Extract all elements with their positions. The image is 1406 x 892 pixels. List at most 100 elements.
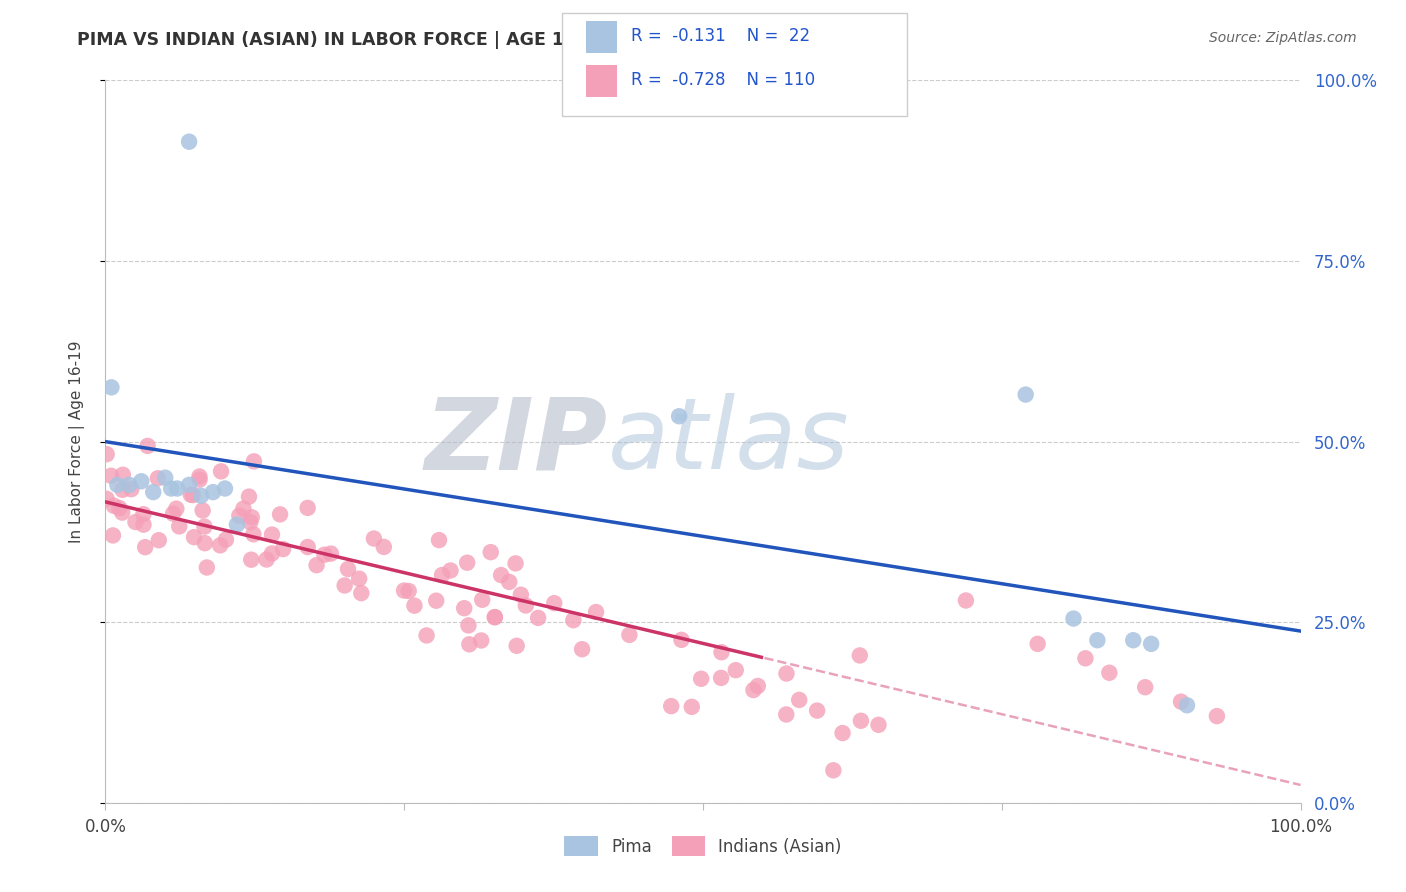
- Point: [165, 501, 187, 516]
- Point: [619, 628, 641, 642]
- Point: [124, 515, 146, 529]
- Point: [153, 470, 177, 484]
- Point: [681, 699, 703, 714]
- Point: [111, 467, 134, 482]
- Text: PIMA VS INDIAN (ASIAN) IN LABOR FORCE | AGE 16-19 CORRELATION CHART: PIMA VS INDIAN (ASIAN) IN LABOR FORCE | …: [77, 31, 823, 49]
- Point: [100, 380, 122, 394]
- Point: [453, 601, 475, 615]
- Point: [562, 613, 585, 627]
- Point: [747, 679, 769, 693]
- Point: [350, 586, 373, 600]
- Point: [1175, 698, 1198, 713]
- Point: [193, 519, 215, 533]
- Point: [240, 510, 263, 524]
- Point: [571, 642, 593, 657]
- Point: [107, 478, 129, 492]
- Legend: Pima, Indians (Asian): Pima, Indians (Asian): [558, 830, 848, 863]
- Point: [710, 671, 733, 685]
- Point: [1085, 633, 1108, 648]
- Point: [1074, 651, 1097, 665]
- Point: [260, 546, 283, 560]
- Point: [202, 485, 225, 500]
- Point: [849, 648, 872, 663]
- Point: [167, 519, 190, 533]
- Point: [195, 560, 218, 574]
- Point: [742, 683, 765, 698]
- Point: [509, 588, 531, 602]
- Point: [347, 572, 370, 586]
- Point: [111, 483, 134, 497]
- Point: [373, 540, 395, 554]
- Point: [775, 666, 797, 681]
- Point: [96, 491, 118, 506]
- Point: [103, 499, 125, 513]
- Point: [456, 556, 478, 570]
- Point: [1063, 611, 1085, 625]
- Point: [427, 533, 450, 547]
- Point: [101, 528, 124, 542]
- Point: [239, 515, 262, 529]
- Point: [404, 599, 426, 613]
- Point: [527, 611, 550, 625]
- Point: [162, 507, 184, 521]
- Point: [337, 562, 360, 576]
- Point: [806, 704, 828, 718]
- Point: [190, 489, 212, 503]
- Point: [470, 633, 492, 648]
- Point: [425, 593, 447, 607]
- Point: [120, 482, 142, 496]
- Point: [1122, 633, 1144, 648]
- Point: [188, 469, 211, 483]
- Point: [209, 538, 232, 552]
- Point: [238, 490, 260, 504]
- Point: [439, 564, 461, 578]
- Point: [166, 482, 188, 496]
- Point: [849, 714, 872, 728]
- Point: [710, 645, 733, 659]
- Point: [1014, 387, 1036, 401]
- Point: [225, 517, 249, 532]
- Point: [479, 545, 502, 559]
- Point: [160, 482, 183, 496]
- Point: [243, 454, 266, 468]
- Point: [1133, 680, 1156, 694]
- Point: [215, 533, 238, 547]
- Point: [118, 478, 141, 492]
- Point: [823, 764, 845, 778]
- Point: [1206, 709, 1229, 723]
- Point: [108, 501, 131, 516]
- Point: [297, 540, 319, 554]
- Point: [775, 707, 797, 722]
- Point: [271, 542, 294, 557]
- Point: [430, 568, 453, 582]
- Point: [129, 475, 153, 489]
- Point: [585, 605, 607, 619]
- Text: R =  -0.728    N = 110: R = -0.728 N = 110: [631, 71, 815, 89]
- Point: [724, 663, 747, 677]
- Point: [260, 527, 283, 541]
- Point: [177, 135, 201, 149]
- Point: [690, 672, 713, 686]
- Point: [484, 610, 506, 624]
- Point: [214, 482, 236, 496]
- Point: [484, 610, 506, 624]
- Point: [242, 527, 264, 541]
- Point: [146, 471, 169, 485]
- Point: [505, 639, 527, 653]
- Y-axis label: In Labor Force | Age 16-19: In Labor Force | Age 16-19: [69, 340, 84, 543]
- Point: [1170, 695, 1192, 709]
- Point: [333, 578, 356, 592]
- Point: [136, 439, 159, 453]
- Point: [319, 547, 342, 561]
- Point: [505, 557, 527, 571]
- Point: [498, 574, 520, 589]
- Point: [297, 500, 319, 515]
- Text: atlas: atlas: [607, 393, 849, 490]
- Point: [191, 503, 214, 517]
- Point: [1098, 665, 1121, 680]
- Point: [194, 536, 217, 550]
- Point: [183, 530, 205, 544]
- Point: [415, 628, 437, 642]
- Point: [831, 726, 853, 740]
- Point: [240, 552, 263, 566]
